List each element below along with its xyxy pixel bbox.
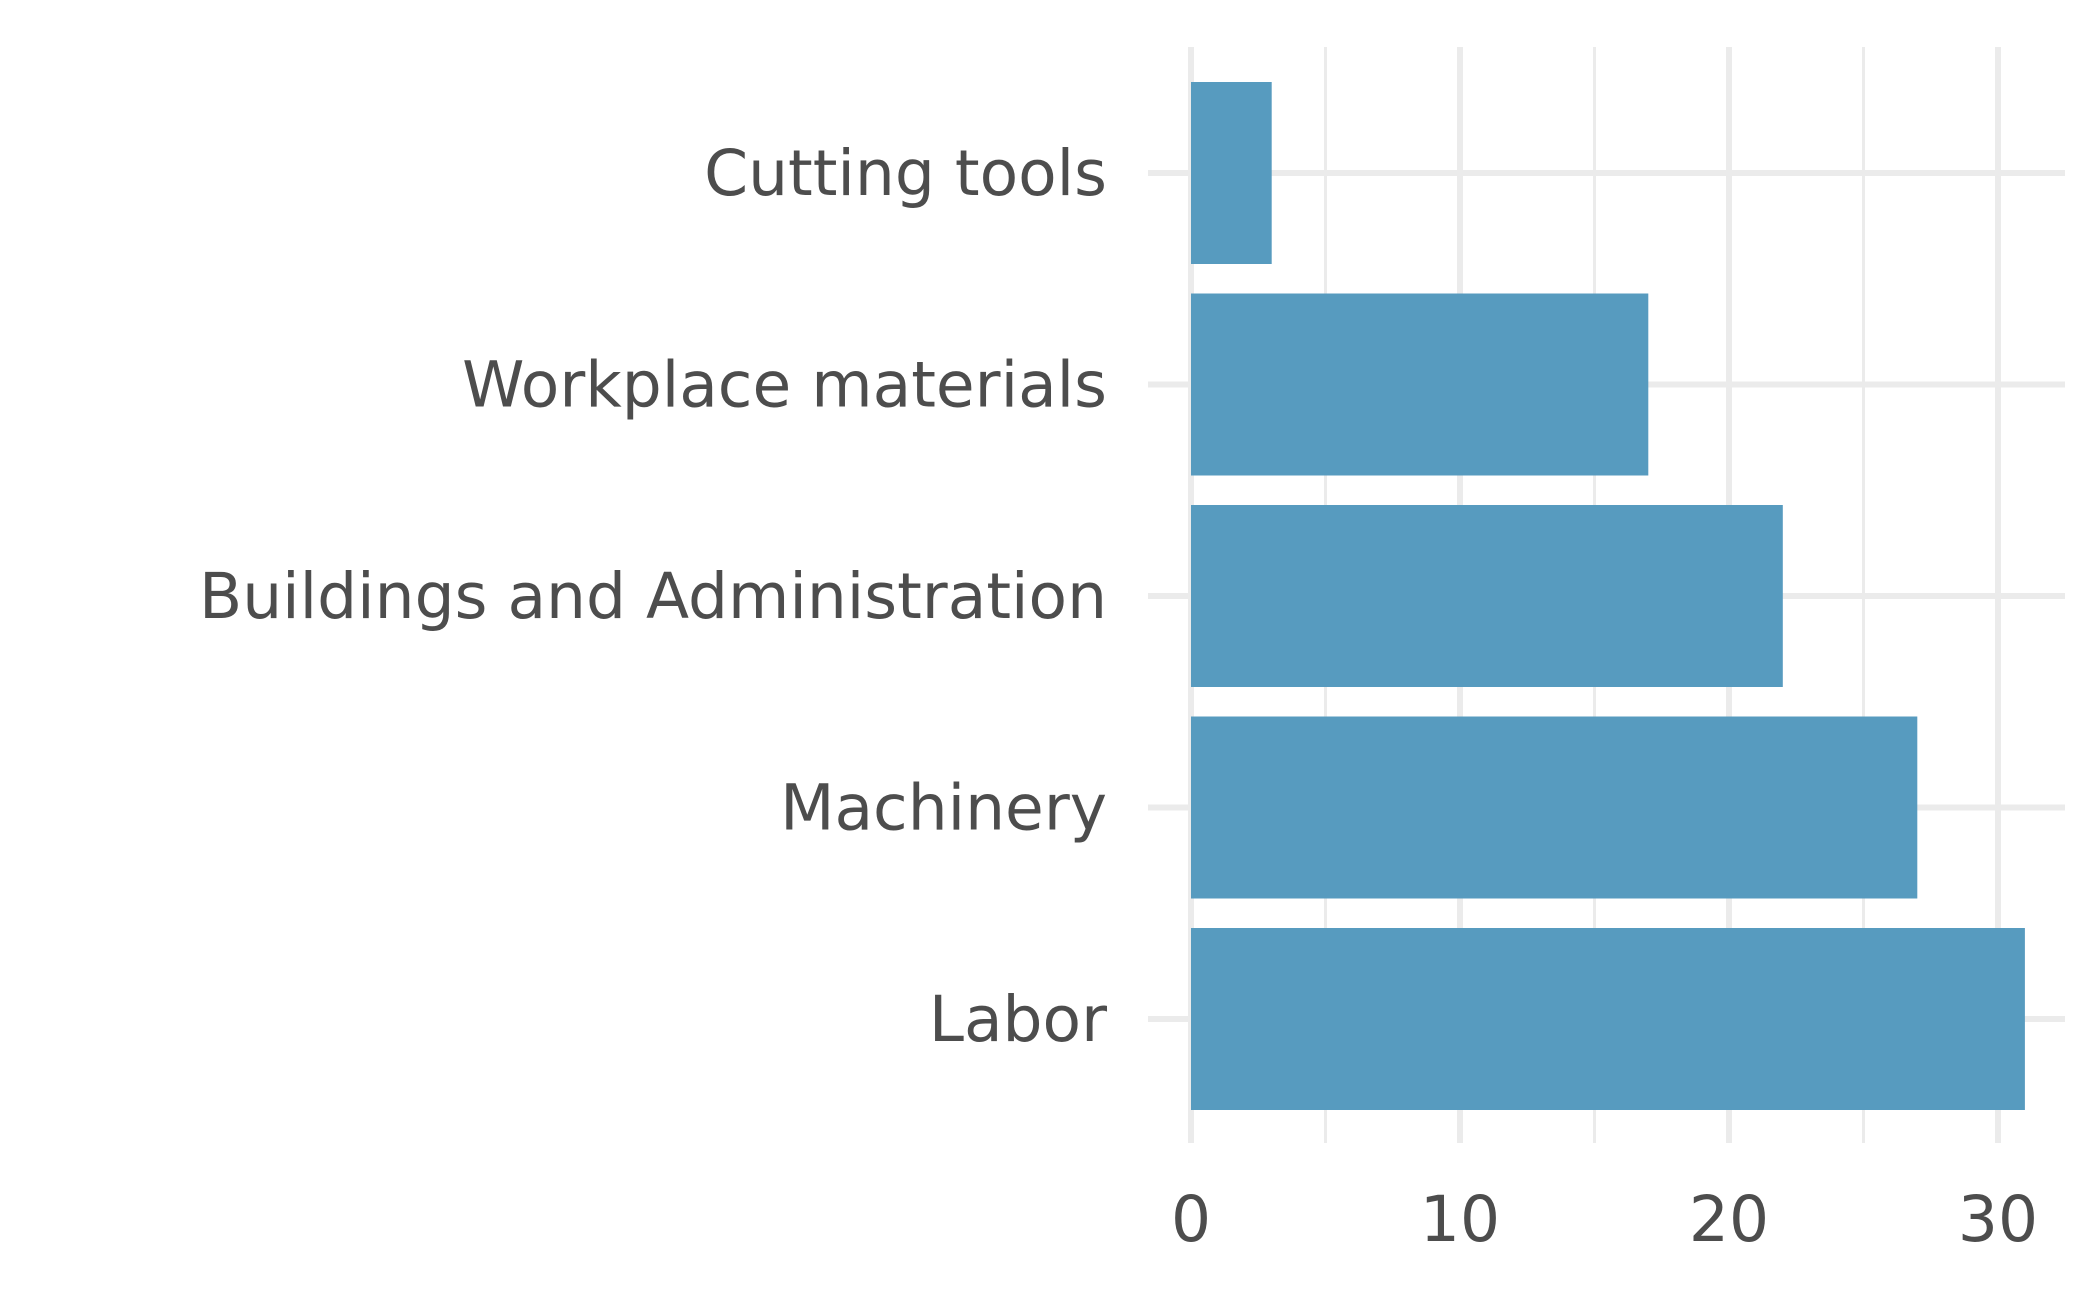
category-label: Cutting tools xyxy=(704,137,1107,210)
category-label: Labor xyxy=(929,983,1107,1056)
bar xyxy=(1191,716,1918,899)
bar xyxy=(1191,505,1783,687)
x-tick-label: 20 xyxy=(1689,1183,1769,1256)
category-label: Buildings and Administration xyxy=(199,560,1107,633)
bar xyxy=(1191,293,1649,476)
x-tick-label: 0 xyxy=(1171,1183,1211,1256)
bar xyxy=(1191,82,1272,264)
x-tick-labels: 0 10 20 30 xyxy=(1171,1183,2038,1256)
bars xyxy=(1191,82,2025,1110)
bar xyxy=(1191,928,2025,1110)
category-label: Machinery xyxy=(780,772,1107,845)
category-label: Workplace materials xyxy=(462,349,1107,422)
x-tick-label: 30 xyxy=(1958,1183,2038,1256)
category-labels: Cutting tools Workplace materials Building… xyxy=(199,137,1107,1056)
x-tick-label: 10 xyxy=(1420,1183,1500,1256)
